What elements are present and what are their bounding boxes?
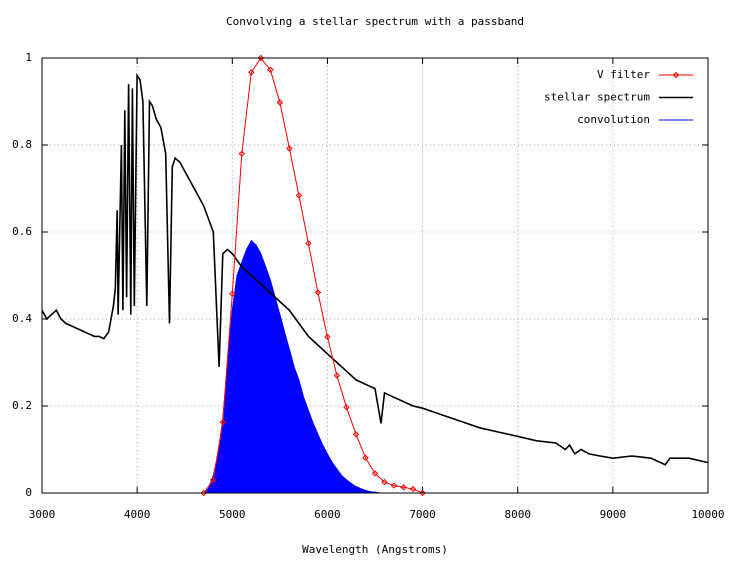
x-tick-label: 4000 bbox=[124, 508, 151, 521]
y-tick-label: 0.2 bbox=[12, 399, 32, 412]
x-axis-label: Wavelength (Angstroms) bbox=[302, 543, 448, 556]
point bbox=[400, 484, 407, 491]
y-tick-label: 1 bbox=[25, 51, 32, 64]
point bbox=[276, 99, 284, 106]
y-tick-label: 0.4 bbox=[12, 312, 32, 325]
legend-label: stellar spectrum bbox=[544, 91, 650, 104]
point bbox=[333, 372, 341, 379]
point bbox=[362, 454, 369, 461]
point bbox=[381, 478, 388, 486]
point bbox=[343, 404, 350, 411]
x-tick-label: 9000 bbox=[600, 508, 627, 521]
legend-point bbox=[672, 71, 680, 79]
point bbox=[390, 482, 398, 489]
y-tick-label: 0.6 bbox=[12, 225, 32, 238]
legend-label: convolution bbox=[577, 113, 650, 126]
point bbox=[219, 418, 226, 426]
point bbox=[409, 485, 417, 493]
line bbox=[41, 72, 709, 466]
point bbox=[286, 145, 293, 152]
point bbox=[248, 69, 255, 76]
point bbox=[210, 476, 217, 484]
legend-label: V filter bbox=[597, 68, 650, 81]
point bbox=[267, 66, 274, 73]
y-tick-label: 0.8 bbox=[12, 138, 32, 151]
point bbox=[324, 333, 331, 341]
x-tick-label: 10000 bbox=[691, 508, 724, 521]
point bbox=[295, 192, 303, 199]
y-tick-label: 0 bbox=[25, 486, 32, 499]
x-tick-label: 3000 bbox=[29, 508, 56, 521]
x-tick-label: 5000 bbox=[219, 508, 246, 521]
point bbox=[305, 240, 312, 247]
point bbox=[314, 289, 322, 296]
x-tick-label: 8000 bbox=[504, 508, 531, 521]
plot-border bbox=[41, 57, 709, 494]
chart-title: Convolving a stellar spectrum with a pas… bbox=[226, 15, 524, 28]
point bbox=[229, 290, 236, 297]
x-tick-label: 6000 bbox=[314, 508, 341, 521]
x-tick-label: 7000 bbox=[409, 508, 436, 521]
point bbox=[371, 470, 379, 477]
area bbox=[202, 239, 380, 494]
point bbox=[238, 150, 246, 157]
point bbox=[352, 431, 360, 438]
